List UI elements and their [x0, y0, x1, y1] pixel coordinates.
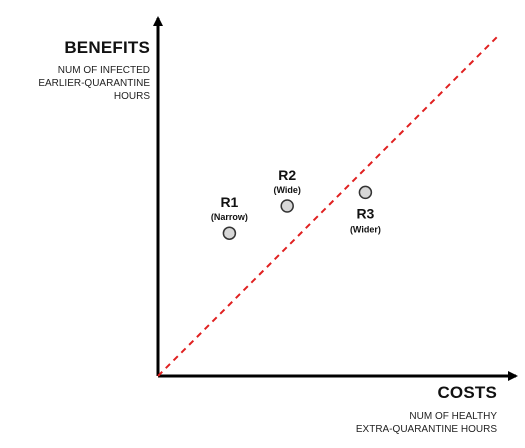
- points-layer: R1 (Narrow) R2 (Wide) R3 (Wider): [211, 167, 381, 240]
- data-point: [222, 226, 237, 240]
- y-axis-subtitle: NUM OF INFECTED EARLIER-QUARANTINE HOURS: [0, 64, 150, 103]
- x-axis-subtitle: NUM OF HEALTHY EXTRA-QUARANTINE HOURS: [277, 410, 497, 436]
- diagonal-reference-line: [157, 35, 499, 377]
- y-axis-subtitle-line: EARLIER-QUARANTINE: [38, 78, 150, 89]
- point-sublabel: (Wider): [350, 224, 381, 234]
- reference-line-layer: [157, 35, 499, 377]
- point-label: R3: [356, 205, 374, 221]
- x-axis-subtitle-line: NUM OF HEALTHY: [409, 411, 497, 422]
- data-point-group: R1 (Narrow): [211, 194, 248, 240]
- data-point-group: R2 (Wide): [273, 167, 301, 213]
- point-label: R2: [278, 167, 296, 183]
- point-sublabel: (Narrow): [211, 212, 248, 222]
- data-point: [358, 185, 373, 200]
- point-sublabel: (Wide): [273, 185, 300, 195]
- y-axis-subtitle-line: HOURS: [113, 91, 150, 102]
- axes-layer: [153, 16, 518, 381]
- y-axis-subtitle-line: NUM OF INFECTED: [57, 65, 150, 76]
- x-axis-title: COSTS: [437, 383, 497, 402]
- y-axis-title: BENEFITS: [64, 38, 150, 57]
- data-point-group: R3 (Wider): [350, 185, 381, 234]
- data-point: [280, 199, 294, 213]
- x-axis-subtitle-line: EXTRA-QUARANTINE HOURS: [355, 424, 497, 435]
- point-label: R1: [220, 194, 238, 210]
